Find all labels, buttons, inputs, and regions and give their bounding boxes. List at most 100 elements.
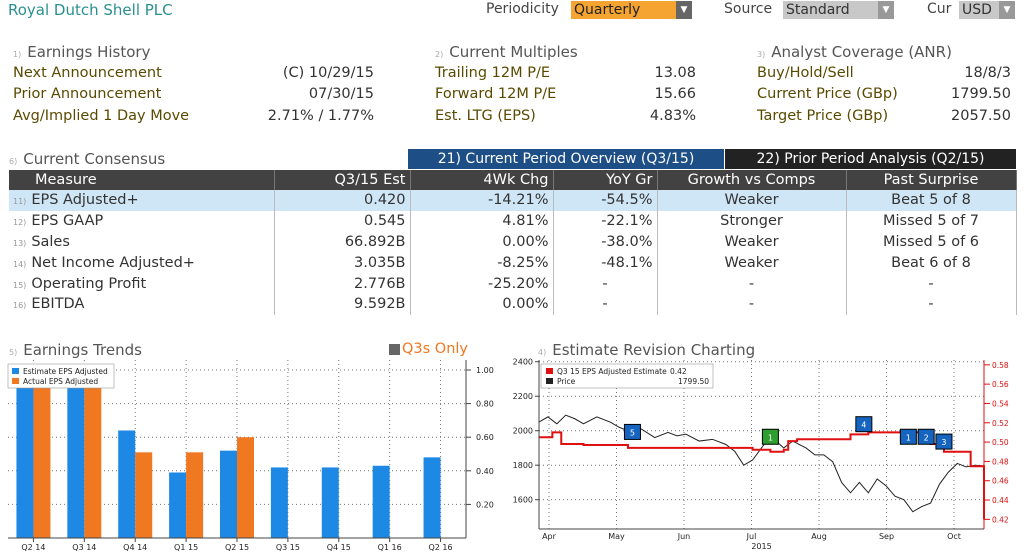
revision-marker <box>855 416 873 433</box>
current-consensus-title[interactable]: 6) Current Consensus <box>9 150 166 168</box>
q3s-checkbox[interactable] <box>389 344 400 355</box>
x-tick-label: Q3 14 <box>72 543 96 552</box>
estimate-revision-chart: 5 1 4 1 2 3 2400 2200 2000 1800 1600 0.58 0.56 0.54 0… <box>513 358 1009 551</box>
y-right-tick-label: 0.46 <box>992 477 1009 486</box>
source-select[interactable]: Standard <box>783 1 879 19</box>
ac-value: 18/8/3 <box>964 65 1011 81</box>
comps-cell: Weaker <box>657 231 847 253</box>
table-row[interactable]: 12) EPS GAAP 0.545 4.81% -22.1% Stronger … <box>9 210 1017 232</box>
y-right-tick-label: 0.50 <box>992 438 1009 447</box>
y-right-tick-label: 0.54 <box>992 399 1009 408</box>
yoy-cell: -38.0% <box>553 231 658 253</box>
col-chg[interactable]: 4Wk Chg <box>410 170 554 190</box>
legend-price-last: 1799.50 <box>678 377 709 386</box>
table-row[interactable]: 11) EPS Adjusted+ 0.420 -14.21% -54.5% We… <box>9 190 1017 211</box>
ac-label: Current Price (GBp) <box>757 86 898 102</box>
est-cell: 66.892B <box>274 231 411 253</box>
y-left-tick-label: 2200 <box>513 392 533 401</box>
table-row[interactable]: 13) Sales 66.892B 0.00% -38.0% Weaker Mis… <box>9 231 1017 253</box>
currency-label: Cur <box>927 1 952 17</box>
ac-value: 1799.50 <box>951 86 1011 102</box>
measure-cell: 11) EPS Adjusted+ <box>9 190 275 211</box>
y-right-tick-label: 0.58 <box>992 361 1009 370</box>
table-header-row: Measure Q3/15 Est 4Wk Chg YoY Gr Growth … <box>9 170 1017 190</box>
actual-bar <box>84 375 102 538</box>
chg-cell: 4.81% <box>410 210 554 232</box>
current-multiples-title[interactable]: 2) Current Multiples <box>435 43 578 61</box>
x-tick-label: Oct <box>947 532 961 541</box>
table-row[interactable]: 15) Operating Profit 2.776B -25.20% - - - <box>9 273 1017 294</box>
surprise-cell: Beat 6 of 8 <box>846 252 1017 274</box>
col-surprise[interactable]: Past Surprise <box>846 170 1017 190</box>
chg-cell: 0.00% <box>410 231 554 253</box>
chevron-down-icon[interactable]: ▼ <box>676 1 692 19</box>
est-cell: 0.545 <box>274 210 411 232</box>
col-est[interactable]: Q3/15 Est <box>274 170 411 190</box>
y-left-tick-label: 2400 <box>513 358 533 367</box>
chg-cell: -25.20% <box>410 273 554 294</box>
x-tick-label: Q2 14 <box>21 543 45 552</box>
analyst-coverage-title[interactable]: 3) Analyst Coverage (ANR) <box>757 43 952 61</box>
cm-value: 15.66 <box>654 86 696 102</box>
table-row[interactable]: 16) EBITDA 9.592B 0.00% - - - <box>9 293 1017 315</box>
tab-prior-period[interactable]: 22) Prior Period Analysis (Q2/15) <box>725 149 1016 169</box>
chevron-down-icon[interactable]: ▼ <box>878 1 894 19</box>
revision-marker <box>899 428 917 445</box>
estimate-revision-title[interactable]: 4) Estimate Revision Charting <box>538 341 756 359</box>
y-right-tick-label: 0.48 <box>992 457 1009 466</box>
source-label: Source <box>724 1 773 17</box>
x-tick-label: May <box>608 532 625 541</box>
yoy-cell: -22.1% <box>553 210 658 232</box>
q3s-only-label[interactable]: Q3s Only <box>402 341 469 357</box>
x-tick-label: Q4 15 <box>327 543 351 552</box>
yoy-cell: -48.1% <box>553 252 658 274</box>
chevron-down-icon[interactable]: ▼ <box>999 1 1015 19</box>
tab-current-period[interactable]: 21) Current Period Overview (Q3/15) <box>408 149 724 169</box>
year-label: 2015 <box>751 542 771 551</box>
col-measure[interactable]: Measure <box>9 170 275 190</box>
surprise-cell: - <box>846 293 1017 315</box>
ac-label: Buy/Hold/Sell <box>757 65 854 81</box>
estimate-bar <box>67 366 85 538</box>
chg-cell: -8.25% <box>410 252 554 274</box>
company-title: Royal Dutch Shell PLC <box>8 1 173 19</box>
x-tick-label: Apr <box>542 532 557 541</box>
revision-marker-label: 5 <box>630 428 635 437</box>
cm-value: 4.83% <box>649 108 696 124</box>
currency-select[interactable]: USD <box>959 1 999 19</box>
estimate-bar <box>372 465 390 538</box>
x-tick-label: Jun <box>677 532 691 541</box>
y-tick-label: 0.40 <box>476 467 494 476</box>
cm-value: 13.08 <box>654 65 696 81</box>
y-right-tick-label: 0.44 <box>992 496 1009 505</box>
comps-cell: Stronger <box>657 210 847 232</box>
y-tick-label: 0.60 <box>476 433 494 442</box>
cm-label: Est. LTG (EPS) <box>435 108 536 124</box>
col-comps[interactable]: Growth vs Comps <box>657 170 847 190</box>
actual-bar <box>186 452 204 538</box>
measure-cell: 14) Net Income Adjusted+ <box>9 252 275 274</box>
surprise-cell: Missed 5 of 7 <box>846 210 1017 232</box>
earnings-trends-title[interactable]: 5) Earnings Trends <box>9 341 142 359</box>
periodicity-select[interactable]: Quarterly <box>571 1 677 19</box>
y-left-tick-label: 1600 <box>513 496 533 505</box>
x-tick-label: Aug <box>811 532 827 541</box>
x-tick-label: Q1 16 <box>378 543 402 552</box>
legend-actual: Actual EPS Adjusted <box>23 377 98 386</box>
comps-cell: - <box>657 273 847 294</box>
consensus-table: Measure Q3/15 Est 4Wk Chg YoY Gr Growth … <box>9 170 1017 315</box>
eh-value: 2.71% / 1.77% <box>267 108 374 124</box>
eh-value: (C) 10/29/15 <box>282 65 374 81</box>
comps-cell: - <box>657 293 847 315</box>
y-left-tick-label: 1800 <box>513 461 533 470</box>
chg-cell: 0.00% <box>410 293 554 315</box>
y-left-tick-label: 2000 <box>513 427 533 436</box>
earnings-trends-chart: 1.00 0.80 0.60 0.40 0.20 Q2 14 Q3 14 Q4 14 Q1 15… <box>0 360 494 552</box>
measure-cell: 16) EBITDA <box>9 293 275 315</box>
table-row[interactable]: 14) Net Income Adjusted+ 3.035B -8.25% -4… <box>9 252 1017 274</box>
earnings-history-title[interactable]: 1) Earnings History <box>13 43 151 61</box>
x-tick-label: Q2 15 <box>225 543 249 552</box>
col-yoy[interactable]: YoY Gr <box>553 170 658 190</box>
revision-marker <box>917 428 935 445</box>
estimate-bar <box>321 467 339 538</box>
